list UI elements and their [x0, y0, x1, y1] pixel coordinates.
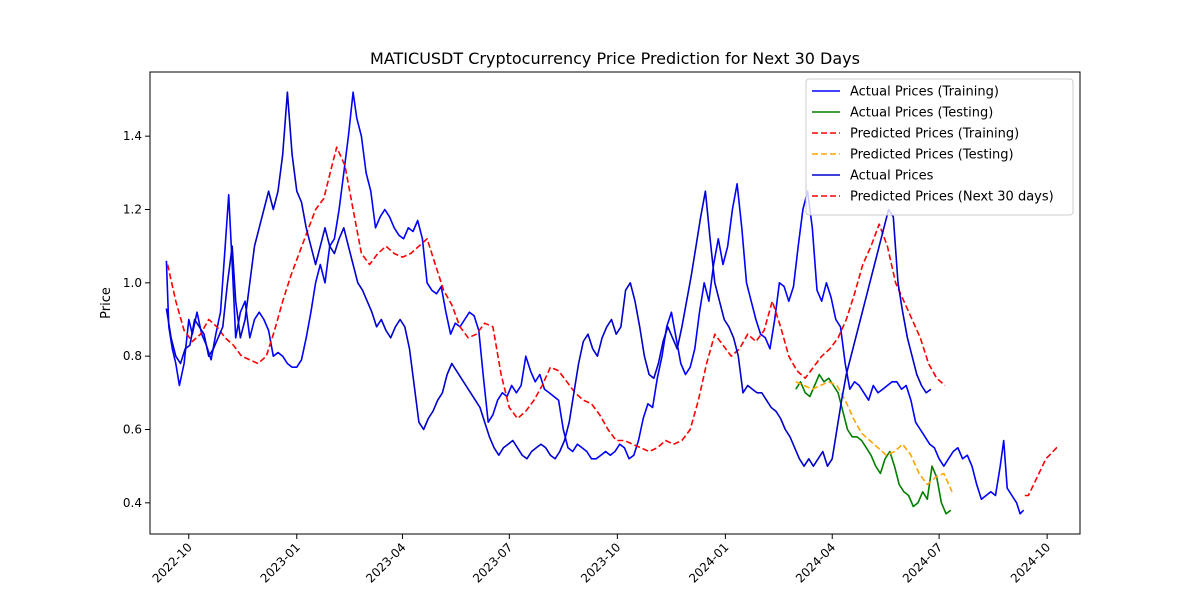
y-tick-label-2: 0.8: [123, 349, 142, 363]
legend-label-1: Actual Prices (Testing): [850, 106, 993, 121]
y-axis-label: Price: [99, 287, 114, 319]
series-layer: [165, 91, 1060, 515]
legend: Actual Prices (Training) Actual Prices (T…: [805, 78, 1074, 216]
series-line-1: [795, 373, 952, 515]
series-line-4: [165, 91, 932, 467]
legend-box: [805, 78, 1074, 216]
plot-frame: [149, 71, 1081, 535]
legend-label-5: Predicted Prices (Next 30 days): [850, 190, 1054, 205]
legend-label-3: Predicted Prices (Testing): [850, 148, 1014, 163]
y-tick-label-4: 1.2: [123, 203, 142, 217]
chart-title: MATICUSDT Cryptocurrency Price Predictio…: [370, 49, 860, 68]
y-tick-label-0: 0.4: [123, 496, 142, 510]
series-line-5: [1024, 447, 1060, 497]
y-tick-label-3: 1.0: [123, 276, 142, 290]
series-line-2: [166, 146, 946, 453]
legend-label-4: Actual Prices: [850, 169, 934, 184]
legend-label-2: Predicted Prices (Training): [850, 127, 1019, 142]
legend-label-0: Actual Prices (Training): [850, 85, 999, 100]
y-tick-label-5: 1.4: [123, 129, 142, 143]
series-line-0: [165, 91, 1025, 515]
y-axis: 0.4 0.6 0.8 1.0 1.2 1.4: [123, 129, 150, 510]
y-tick-label-1: 0.6: [123, 423, 142, 437]
series-line-3: [795, 381, 953, 493]
